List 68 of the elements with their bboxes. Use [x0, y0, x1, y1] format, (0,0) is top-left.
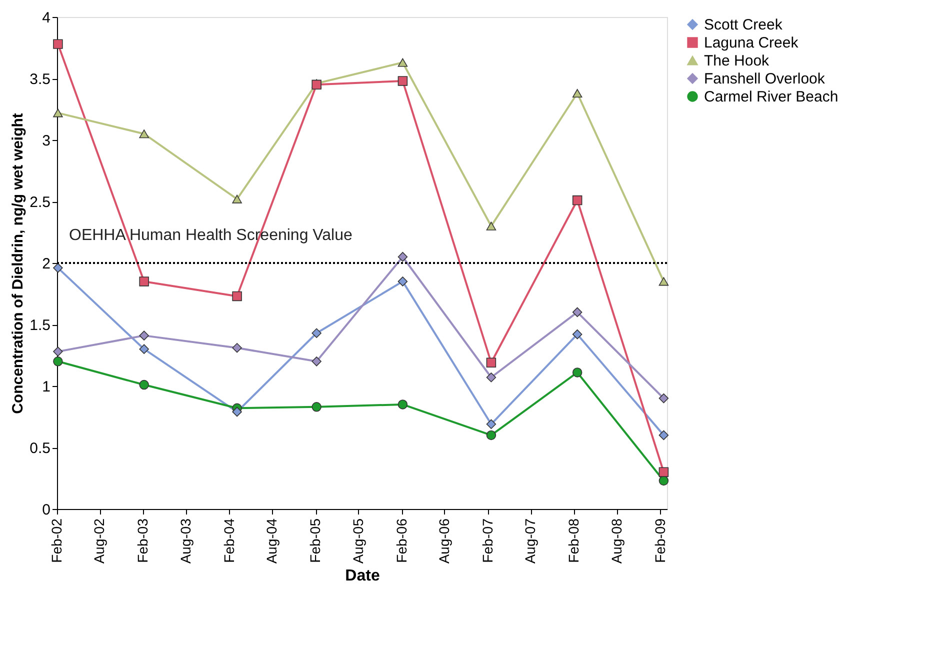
legend-label: Laguna Creek: [704, 34, 799, 52]
x-tick-label: Feb-04: [220, 518, 237, 563]
x-tick-label: Aug-07: [522, 518, 538, 564]
point: [658, 467, 669, 477]
x-tick-label: Aug-08: [608, 518, 624, 564]
x-tick-label: Aug-03: [177, 518, 194, 564]
y-tick-label: 3: [42, 132, 50, 150]
x-tick-label: Feb-02: [48, 518, 64, 563]
x-tick-label: Feb-03: [134, 518, 151, 563]
y-axis-title: Concentration of Dieldrin, ng/g wet weight: [10, 113, 27, 414]
legend-label: Scott Creek: [704, 16, 783, 34]
y-tick-label: 2.5: [30, 194, 50, 211]
point: [232, 194, 242, 204]
y-tick-label: 0.5: [30, 440, 50, 457]
point: [398, 58, 408, 67]
legend-label: Fanshell Overlook: [704, 70, 826, 88]
point: [658, 393, 669, 404]
point: [572, 88, 582, 98]
point: [232, 291, 242, 302]
y-tick-label: 0: [42, 502, 50, 518]
point: [53, 356, 63, 366]
point: [486, 372, 496, 382]
point: [53, 263, 63, 273]
y-tick-label: 1: [42, 378, 50, 396]
point: [486, 222, 496, 230]
x-tick-label: Aug-02: [91, 518, 108, 564]
point: [232, 343, 242, 353]
point: [486, 358, 496, 368]
point: [658, 476, 669, 486]
point: [398, 76, 408, 86]
point: [398, 276, 408, 286]
x-tick-label: Aug-06: [436, 518, 452, 564]
point: [139, 344, 149, 354]
point: [53, 39, 63, 49]
legend-label: The Hook: [704, 52, 770, 70]
point: [312, 356, 322, 366]
y-tick-label: 1.5: [30, 317, 50, 334]
x-tick-label: Feb-06: [393, 518, 410, 563]
y-tick-label: 4: [42, 10, 50, 26]
x-tick-label: Aug-05: [350, 518, 366, 564]
y-tick-label: 2: [42, 256, 50, 272]
legend-label: Carmel River Beach: [704, 88, 838, 106]
point: [53, 108, 63, 118]
point: [398, 400, 408, 410]
x-tick-label: Feb-09: [652, 518, 668, 563]
point: [53, 346, 63, 356]
point: [658, 430, 669, 440]
x-tick-label: Feb-07: [479, 518, 496, 563]
point: [139, 130, 149, 138]
x-tick-label: Feb-08: [566, 518, 582, 563]
point: [486, 430, 496, 440]
x-axis-title: Date: [345, 568, 380, 585]
point: [139, 276, 149, 286]
point: [572, 307, 582, 318]
point: [486, 419, 496, 429]
point: [232, 406, 242, 417]
point: [572, 195, 582, 206]
point: [312, 402, 322, 412]
y-tick-label: 3.5: [30, 71, 50, 88]
point: [572, 368, 582, 378]
point: [398, 252, 408, 262]
x-tick-label: Feb-05: [307, 518, 324, 563]
point: [312, 328, 322, 338]
point: [139, 330, 149, 340]
point: [572, 329, 582, 340]
x-tick-label: Aug-04: [264, 518, 280, 564]
point: [658, 277, 669, 286]
point: [139, 380, 149, 390]
